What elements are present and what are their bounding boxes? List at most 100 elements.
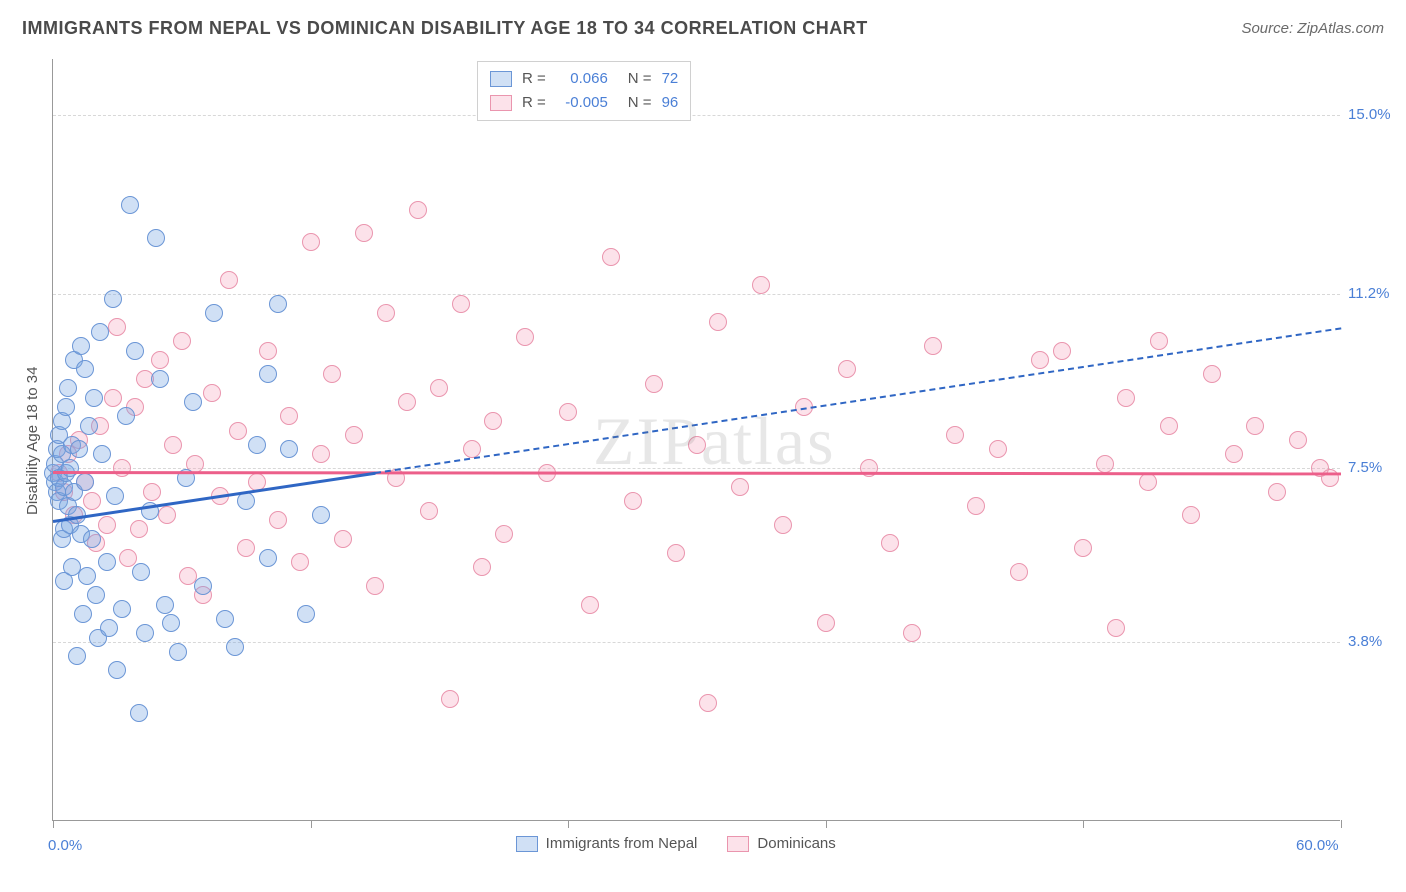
n-label: N = <box>628 91 652 115</box>
nepal-point <box>269 295 287 313</box>
nepal-point <box>74 605 92 623</box>
nepal-point <box>162 614 180 632</box>
nepal-point <box>83 530 101 548</box>
nepal-r-value: 0.066 <box>556 67 608 91</box>
dominican-point <box>495 525 513 543</box>
nepal-point <box>91 323 109 341</box>
nepal-point <box>297 605 315 623</box>
dominican-point <box>259 342 277 360</box>
dominican-point <box>1321 469 1339 487</box>
dominican-point <box>667 544 685 562</box>
dominican-point <box>1074 539 1092 557</box>
nepal-point <box>136 624 154 642</box>
dominican-point <box>989 440 1007 458</box>
nepal-point <box>205 304 223 322</box>
dominican-point <box>1010 563 1028 581</box>
dominican-point <box>229 422 247 440</box>
nepal-point <box>169 643 187 661</box>
dominican-point <box>151 351 169 369</box>
nepal-point <box>57 398 75 416</box>
dominican-point <box>699 694 717 712</box>
nepal-swatch <box>516 836 538 852</box>
nepal-point <box>130 704 148 722</box>
trendline <box>53 471 1341 475</box>
dominican-point <box>1289 431 1307 449</box>
y-tick-label: 7.5% <box>1348 459 1382 476</box>
nepal-point <box>59 379 77 397</box>
dominican-point <box>409 201 427 219</box>
nepal-point <box>100 619 118 637</box>
dominican-point <box>1246 417 1264 435</box>
dominican-point <box>104 389 122 407</box>
nepal-point <box>104 290 122 308</box>
dominican-point <box>473 558 491 576</box>
dominican-point <box>731 478 749 496</box>
nepal-point <box>106 487 124 505</box>
gridline <box>53 294 1340 295</box>
y-tick-label: 15.0% <box>1348 106 1391 123</box>
dominican-point <box>98 516 116 534</box>
nepal-swatch <box>490 71 512 87</box>
x-tick <box>311 820 312 828</box>
x-axis-max-label: 60.0% <box>1296 837 1339 854</box>
nepal-point <box>126 342 144 360</box>
dominican-point <box>1053 342 1071 360</box>
dominican-point <box>1031 351 1049 369</box>
dominican-swatch <box>727 836 749 852</box>
gridline <box>53 642 1340 643</box>
dominican-point <box>441 690 459 708</box>
dominican-point <box>398 393 416 411</box>
dominican-point <box>946 426 964 444</box>
nepal-point <box>147 229 165 247</box>
dominican-point <box>130 520 148 538</box>
r-label: R = <box>522 91 546 115</box>
nepal-point <box>68 647 86 665</box>
dominican-point <box>1268 483 1286 501</box>
dominican-point <box>323 365 341 383</box>
dominican-point <box>1096 455 1114 473</box>
dominican-point <box>345 426 363 444</box>
dominican-point <box>113 459 131 477</box>
dominican-point <box>924 337 942 355</box>
nepal-point <box>156 596 174 614</box>
source-attribution: Source: ZipAtlas.com <box>1241 20 1384 37</box>
dominican-point <box>967 497 985 515</box>
dominican-point <box>752 276 770 294</box>
dominican-point <box>709 313 727 331</box>
dominican-point <box>903 624 921 642</box>
nepal-point <box>121 196 139 214</box>
nepal-point <box>87 586 105 604</box>
dominican-n-value: 96 <box>662 91 679 115</box>
x-tick <box>1083 820 1084 828</box>
nepal-label: Immigrants from Nepal <box>546 835 698 852</box>
series-legend: Immigrants from Nepal Dominicans <box>516 835 836 852</box>
correlation-legend: R = 0.066 N = 72 R = -0.005 N = 96 <box>477 61 691 121</box>
dominican-point <box>302 233 320 251</box>
x-tick <box>53 820 54 828</box>
dominican-point <box>838 360 856 378</box>
dominican-label: Dominicans <box>757 835 835 852</box>
nepal-point <box>117 407 135 425</box>
nepal-n-value: 72 <box>662 67 679 91</box>
nepal-point <box>113 600 131 618</box>
y-tick-label: 3.8% <box>1348 633 1382 650</box>
nepal-point <box>85 389 103 407</box>
dominican-point <box>688 436 706 454</box>
nepal-point <box>108 661 126 679</box>
x-tick <box>568 820 569 828</box>
gridline <box>53 468 1340 469</box>
chart-title: IMMIGRANTS FROM NEPAL VS DOMINICAN DISAB… <box>22 18 868 39</box>
nepal-point <box>216 610 234 628</box>
dominican-point <box>1225 445 1243 463</box>
nepal-point <box>93 445 111 463</box>
dominican-point <box>452 295 470 313</box>
gridline <box>53 115 1340 116</box>
x-axis-min-label: 0.0% <box>48 837 82 854</box>
dominican-point <box>516 328 534 346</box>
dominican-point <box>1139 473 1157 491</box>
dominican-point <box>559 403 577 421</box>
nepal-point <box>61 459 79 477</box>
nepal-point <box>226 638 244 656</box>
dominican-point <box>1107 619 1125 637</box>
nepal-point <box>248 436 266 454</box>
